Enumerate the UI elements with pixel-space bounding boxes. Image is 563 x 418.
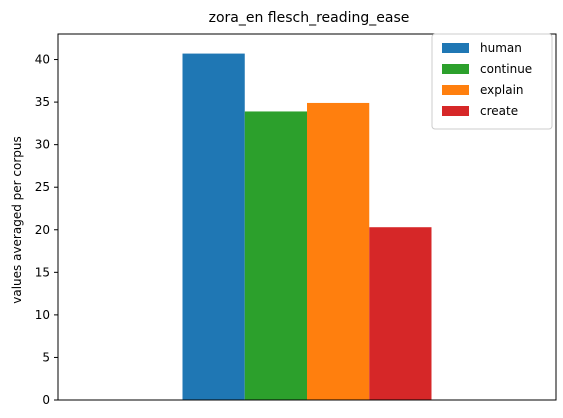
y-tick-label: 25: [35, 180, 50, 194]
plot-frame: [57, 33, 557, 401]
y-axis: 0 5 10 15 20 25 30 35 40: [35, 53, 58, 407]
y-tick-label: 5: [42, 350, 50, 364]
chart-title: zora_en flesch_reading_ease: [209, 10, 410, 26]
bar-human: [182, 53, 245, 400]
y-tick-label: 35: [35, 95, 50, 109]
legend-swatch-continue: [442, 64, 469, 74]
legend-box: [431, 33, 553, 130]
y-tick-label: 0: [42, 393, 50, 407]
legend: human continue explain create: [431, 33, 553, 130]
y-tick-label: 40: [35, 53, 50, 67]
bar-continue: [244, 111, 307, 400]
legend-swatch-human: [442, 43, 469, 53]
bar-explain: [307, 102, 370, 400]
legend-label-explain: explain: [480, 83, 524, 97]
y-axis-title: values averaged per corpus: [10, 136, 24, 304]
legend-swatch-create: [442, 106, 469, 116]
legend-label-human: human: [480, 41, 522, 55]
y-tick-label: 10: [35, 308, 50, 322]
legend-label-continue: continue: [480, 62, 532, 76]
y-tick-label: 20: [35, 223, 50, 237]
bar-create: [369, 227, 432, 400]
legend-label-create: create: [480, 104, 518, 118]
bars-group: [182, 53, 432, 400]
y-tick-label: 15: [35, 265, 50, 279]
legend-swatch-explain: [442, 85, 469, 95]
y-tick-label: 30: [35, 138, 50, 152]
